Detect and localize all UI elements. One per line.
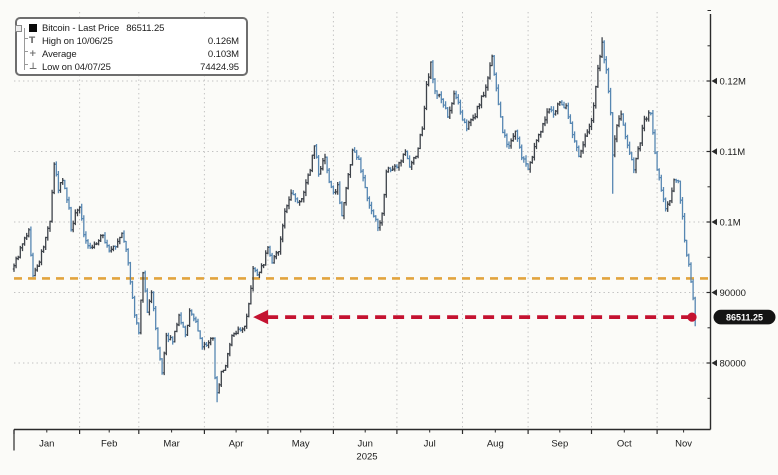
legend-row-high: T High on 10/06/25 0.126M bbox=[21, 35, 239, 48]
legend-row-low: ⊥ Low on 04/07/25 74424.95 bbox=[21, 61, 239, 74]
high-marker-icon: T bbox=[29, 36, 36, 46]
y-tick-label-90000: 90000 bbox=[720, 288, 746, 299]
average-marker-icon: + bbox=[29, 49, 37, 59]
legend-row-average: + Average 0.103M bbox=[21, 48, 239, 61]
legend-tree-connector bbox=[24, 28, 25, 70]
x-tick-label-Feb: Feb bbox=[101, 438, 117, 449]
x-tick-label-Apr: Apr bbox=[229, 438, 244, 449]
y-tick-label-0.1M: 0.1M bbox=[720, 217, 741, 228]
legend-low-value: 74424.95 bbox=[200, 62, 239, 73]
x-tick-label-May: May bbox=[292, 438, 310, 449]
y-tick-arrow-80000 bbox=[711, 359, 717, 367]
legend-low-label: Low on 04/07/25 bbox=[42, 62, 111, 73]
legend-expander-icon bbox=[15, 25, 22, 32]
legend-average-label: Average bbox=[42, 49, 77, 60]
series-swatch-icon bbox=[29, 22, 42, 35]
y-tick-arrow-0.11M bbox=[711, 148, 717, 155]
legend-row-series: Bitcoin - Last Price 86511.25 bbox=[15, 22, 239, 35]
last-price-tag-bg bbox=[713, 309, 776, 325]
y-tick-label-0.11M: 0.11M bbox=[720, 147, 746, 158]
x-tick-label-Oct: Oct bbox=[617, 438, 632, 449]
x-axis-year-label: 2025 bbox=[356, 451, 377, 462]
low-marker-icon: ⊥ bbox=[29, 62, 38, 72]
last-price-tag-text: 86511.25 bbox=[726, 313, 763, 323]
annotation-arrow-dot bbox=[687, 312, 697, 322]
y-tick-arrow-90000 bbox=[711, 289, 717, 296]
x-tick-label-Mar: Mar bbox=[163, 438, 179, 449]
price-bars-down bbox=[29, 40, 697, 403]
legend-series-label: Bitcoin - Last Price bbox=[42, 23, 120, 34]
tree-stub bbox=[24, 51, 28, 52]
legend-box: Bitcoin - Last Price 86511.25 T High on … bbox=[15, 17, 248, 76]
legend-average-value: 0.103M bbox=[207, 49, 239, 60]
x-tick-label-Jun: Jun bbox=[358, 438, 373, 449]
legend-high-label: High on 10/06/25 bbox=[42, 36, 113, 47]
tree-stub bbox=[24, 38, 28, 39]
x-tick-label-Nov: Nov bbox=[675, 438, 692, 449]
tree-stub bbox=[24, 64, 28, 65]
annotation-arrow-head bbox=[253, 309, 269, 325]
last-price-axis-tag: 86511.25 bbox=[713, 309, 776, 325]
x-tick-label-Jan: Jan bbox=[39, 438, 54, 449]
y-tick-label-80000: 80000 bbox=[720, 358, 746, 369]
legend-series-value: 86511.25 bbox=[126, 23, 165, 34]
y-tick-arrow-0.12M bbox=[711, 77, 717, 85]
x-tick-label-Aug: Aug bbox=[487, 438, 504, 449]
y-tick-label-0.12M: 0.12M bbox=[720, 76, 746, 87]
x-tick-label-Jul: Jul bbox=[424, 438, 436, 449]
price-bars-up bbox=[12, 37, 676, 394]
x-tick-label-Sep: Sep bbox=[551, 438, 568, 449]
y-tick-arrow-0.1M bbox=[711, 218, 717, 226]
legend-high-value: 0.126M bbox=[207, 36, 239, 47]
